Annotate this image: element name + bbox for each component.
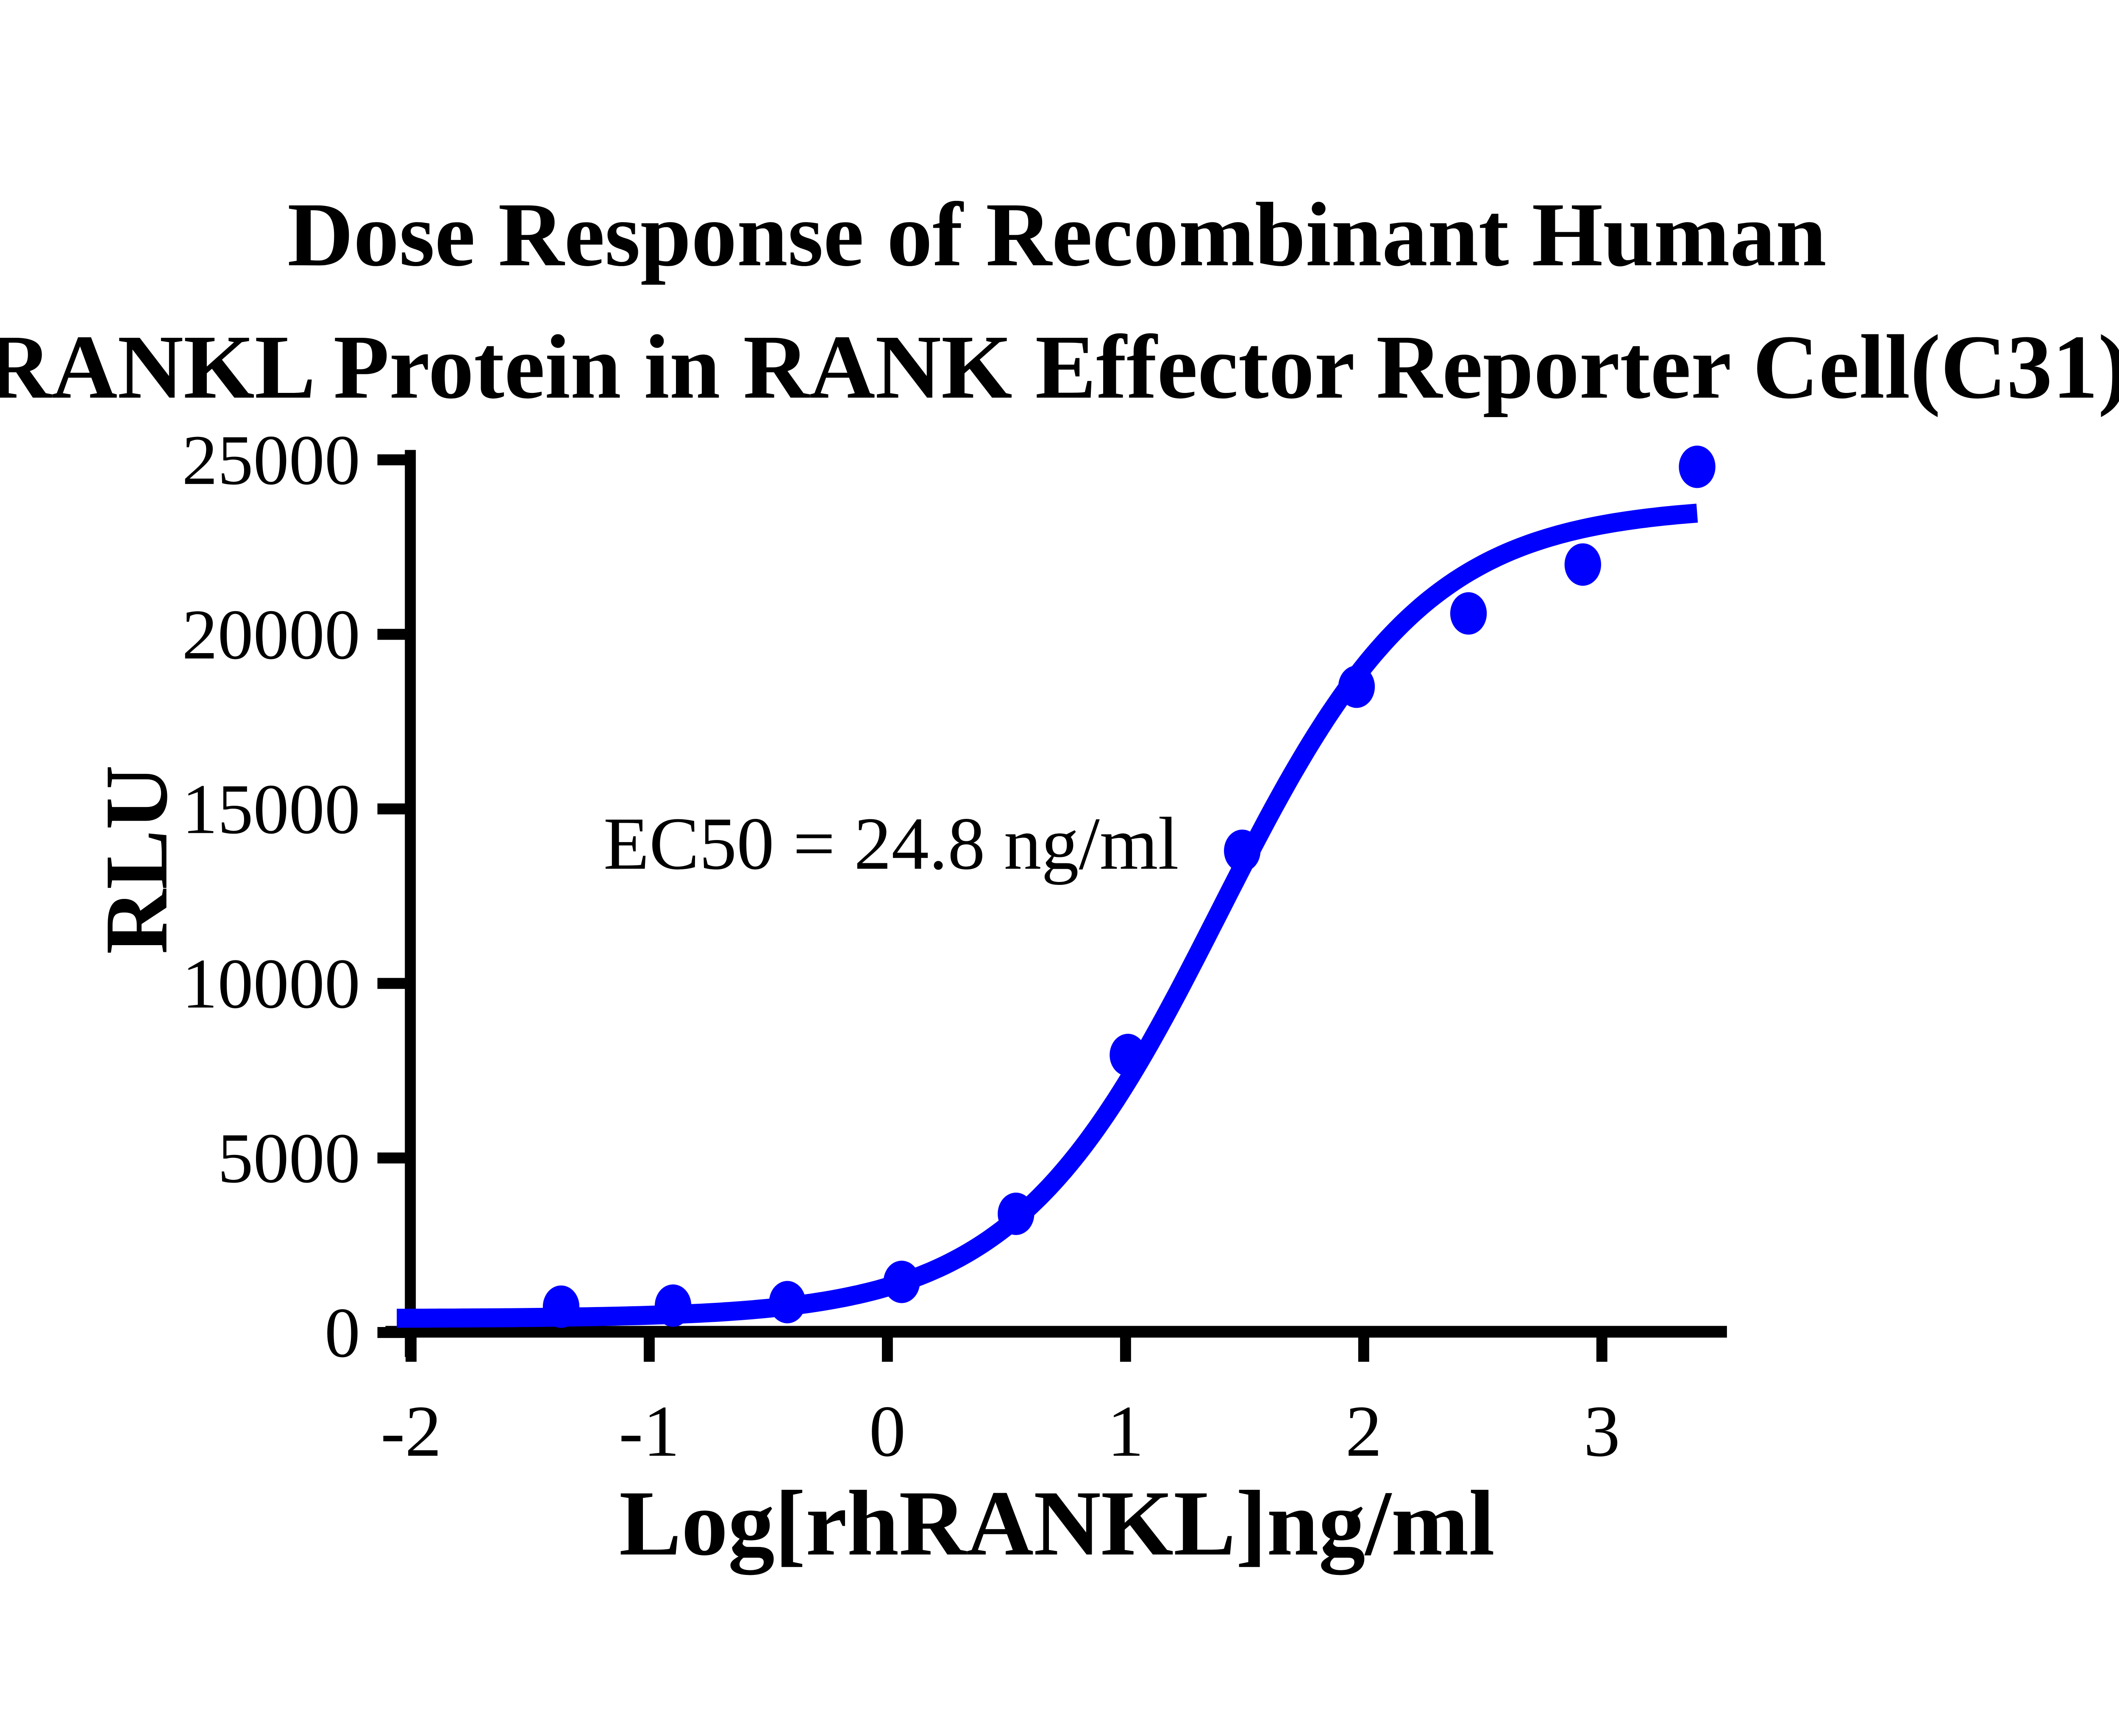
y-tick-label-15000: 15000 [182, 770, 360, 849]
chart-title-line1: Dose Response of Recombinant Human [287, 184, 1827, 285]
data-point-4 [883, 1260, 920, 1303]
data-point-1 [542, 1285, 580, 1328]
chart-title-line2: RANKL Protein in RANK Effector Reporter … [0, 316, 2119, 417]
fit-curve [392, 504, 1702, 1328]
y-axis-tick-labels: 0 5000 10000 15000 20000 25000 [182, 421, 360, 1372]
x-tick-label-2: 2 [1346, 1391, 1382, 1472]
x-tick-label--1: -1 [619, 1391, 680, 1472]
x-axis [385, 1326, 1727, 1362]
data-point-7 [1224, 829, 1261, 872]
data-point-5 [998, 1192, 1034, 1235]
data-points [542, 445, 1716, 1328]
x-axis-tick-labels: -2 -1 0 1 2 3 [381, 1391, 1620, 1472]
x-axis-title: Log[rhRANKL]ng/ml [619, 1472, 1495, 1575]
x-tick-label--2: -2 [381, 1391, 442, 1472]
ec50-annotation: EC50 = 24.8 ng/ml [603, 802, 1179, 885]
chart-background [0, 119, 2119, 1617]
data-point-10 [1564, 543, 1601, 586]
data-point-11 [1679, 445, 1716, 488]
x-tick-label-3: 3 [1584, 1391, 1620, 1472]
x-tick-label-1: 1 [1107, 1391, 1144, 1472]
y-tick-label-5000: 5000 [217, 1119, 360, 1198]
data-point-6 [1110, 1034, 1146, 1077]
y-tick-label-20000: 20000 [182, 595, 360, 674]
x-tick-label-0: 0 [869, 1391, 906, 1472]
data-point-9 [1450, 592, 1487, 635]
y-axis-title: RLU [87, 765, 186, 954]
data-point-2 [654, 1284, 692, 1327]
y-tick-label-10000: 10000 [182, 944, 360, 1023]
y-tick-label-25000: 25000 [182, 421, 360, 500]
y-tick-label-0: 0 [325, 1294, 360, 1372]
data-point-3 [769, 1281, 806, 1324]
data-point-8 [1338, 665, 1375, 708]
